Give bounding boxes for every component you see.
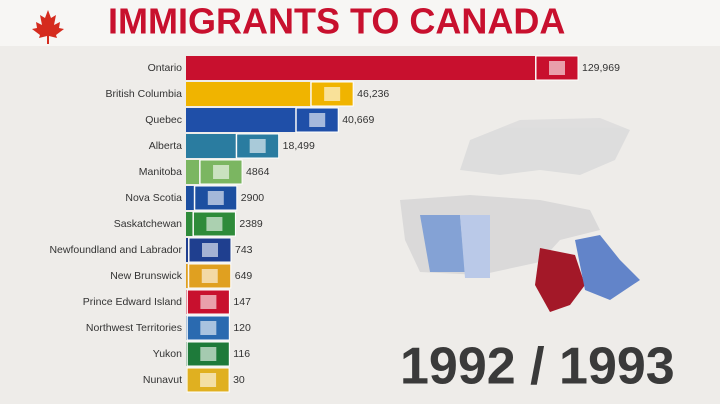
value-label: 18,499 [283,140,315,152]
flag-emblem [201,243,218,257]
value-label: 129,969 [582,62,620,74]
map-ontario [535,248,585,312]
map-quebec [575,235,640,300]
header-band [0,0,720,46]
bar [186,186,194,210]
flag-emblem [549,61,565,75]
value-label: 4864 [246,166,270,178]
category-label: Quebec [145,114,182,126]
category-label: Nova Scotia [125,192,182,204]
period-label: 1992 / 1993 [400,338,675,396]
category-label: Manitoba [139,166,182,178]
value-label: 2389 [239,218,263,230]
category-label: Saskatchewan [114,218,182,230]
flag-emblem [200,321,217,335]
value-label: 46,236 [357,88,389,100]
value-label: 743 [235,244,253,256]
category-label: Prince Edward Island [83,296,182,308]
bar [186,82,311,106]
flag-emblem [324,87,341,101]
flag-emblem [201,269,218,283]
bar [186,56,535,80]
flag-emblem [207,191,224,205]
bar [186,108,296,132]
category-label: Nunavut [143,374,182,386]
maple-leaf-icon [32,10,64,44]
category-label: Ontario [148,62,183,74]
category-label: Alberta [149,140,182,152]
flag-emblem [249,139,266,153]
category-label: Newfoundland and Labrador [49,244,182,256]
value-label: 649 [235,270,253,282]
flag-emblem [200,295,217,309]
map-ab [460,215,490,278]
value-label: 40,669 [342,114,374,126]
flag [310,81,354,107]
bar [186,212,193,236]
bar [186,160,200,184]
flag-emblem [213,165,230,179]
bar [186,238,188,262]
bar [186,134,236,158]
category-label: British Columbia [106,88,183,100]
bar [186,264,188,288]
value-label: 2900 [241,192,265,204]
flag-emblem [200,347,217,361]
chart-title: IMMIGRANTS TO CANADA [108,1,565,42]
category-label: Northwest Territories [86,322,182,334]
category-label: New Brunswick [110,270,183,282]
flag-emblem [206,217,223,231]
value-label: 147 [233,296,251,308]
value-label: 30 [233,374,245,386]
flag-emblem [200,373,217,387]
value-label: 116 [233,348,250,360]
value-label: 120 [233,322,251,334]
map-bc [420,215,465,272]
canada-map [400,118,640,312]
map-north [460,118,630,175]
category-label: Yukon [153,348,182,360]
flag-emblem [309,113,326,127]
